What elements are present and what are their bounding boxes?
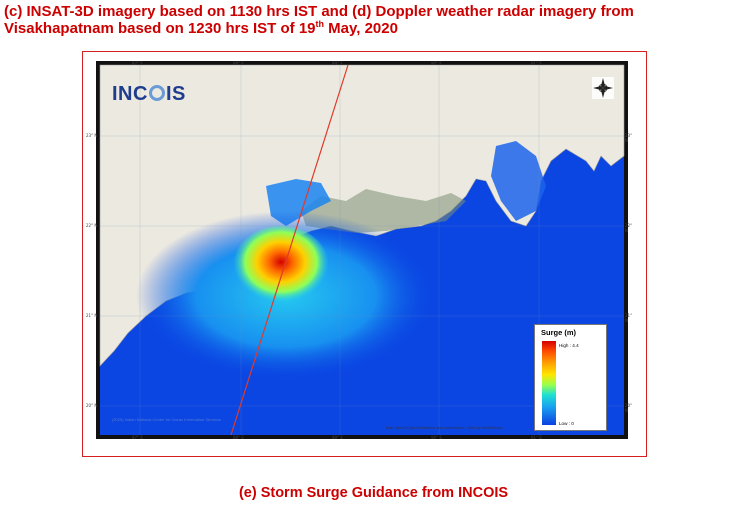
lat-tick-right: 21° N	[625, 313, 633, 323]
lon-tick-top: 89° E	[332, 61, 343, 66]
compass-rose-icon	[592, 77, 614, 99]
incois-logo: INC IS	[112, 83, 186, 106]
lon-tick-bottom: 87° E	[132, 435, 143, 440]
lat-tick-left: 23° N	[86, 133, 98, 138]
lat-tick-right: 23° N	[625, 133, 633, 143]
top-caption-sup: th	[315, 19, 325, 29]
lon-tick-top: 90° E	[431, 61, 442, 66]
lon-tick-bottom: 89° E	[332, 435, 343, 440]
top-caption-line2: Visakhapatnam based on 1230 hrs IST of 1…	[4, 19, 744, 38]
legend-title: Surge (m)	[541, 328, 577, 337]
bottom-caption: (e) Storm Surge Guidance from INCOIS	[238, 485, 509, 501]
legend-colorbar	[542, 341, 556, 425]
lat-tick-left: 21° N	[86, 313, 98, 318]
lat-tick-left: 22° N	[86, 223, 98, 228]
surge-legend: Surge (m) High : 4.4 Low : 0	[534, 324, 607, 431]
graticule	[100, 65, 624, 435]
lon-tick-bottom: 88° E	[233, 435, 244, 440]
lon-tick-top: 91° E	[531, 61, 542, 66]
surge-hotspot	[233, 226, 329, 306]
cyclone-track	[230, 64, 349, 436]
map-attribution: Map data ©OpenStreetMap and contributors…	[386, 425, 504, 430]
top-caption: (c) INSAT-3D imagery based on 1130 hrs I…	[4, 3, 744, 37]
top-caption-line1: (c) INSAT-3D imagery based on 1130 hrs I…	[4, 3, 634, 20]
lat-tick-right: 20° N	[625, 403, 633, 413]
estuary-area	[491, 141, 546, 221]
lon-tick-bottom: 90° E	[431, 435, 442, 440]
lat-tick-right: 22° N	[625, 223, 633, 233]
legend-low-label: Low : 0	[559, 421, 574, 426]
map-copyright: (2020) Indian National Centre for Ocean …	[112, 417, 221, 422]
legend-high-label: High : 4.4	[559, 343, 579, 348]
logo-swirl-icon	[148, 85, 165, 102]
top-caption-line2-a: Visakhapatnam based on 1230 hrs IST of 1…	[4, 20, 316, 37]
logo-text-b: IS	[165, 83, 186, 105]
lat-tick-left: 20° N	[86, 403, 98, 408]
top-caption-line2-b: May, 2020	[324, 20, 398, 37]
lon-tick-top: 88° E	[233, 61, 244, 66]
storm-surge-map: 87° E 88° E 89° E 90° E 91° E 87° E 88° …	[86, 61, 632, 440]
lon-tick-top: 87° E	[132, 61, 143, 66]
logo-text-a: INC	[112, 83, 148, 105]
lon-tick-bottom: 91° E	[531, 435, 542, 440]
